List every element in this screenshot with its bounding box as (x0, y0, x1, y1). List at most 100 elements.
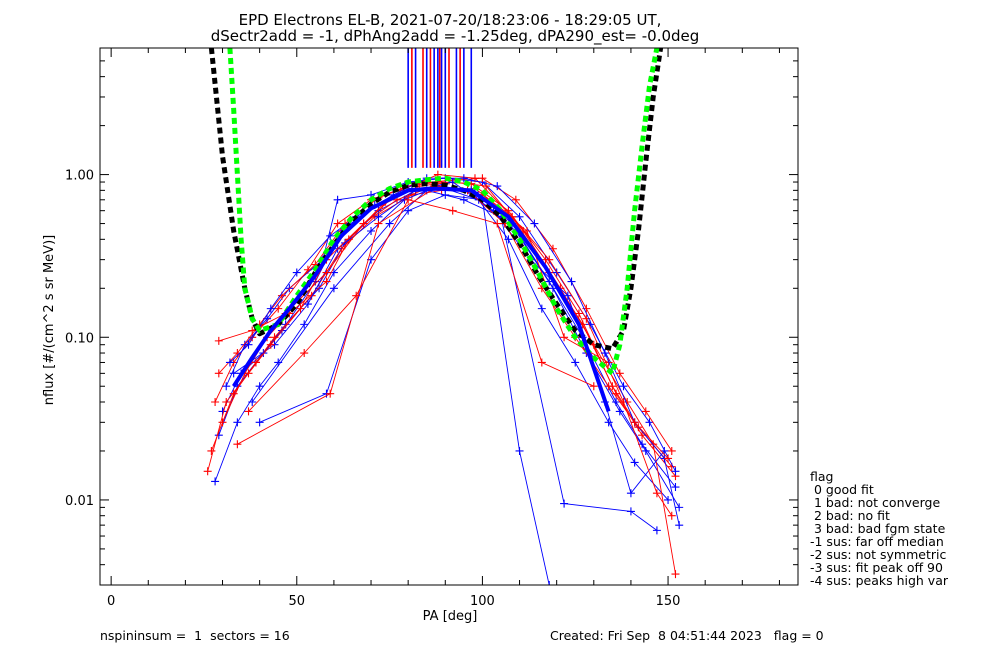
data-point (664, 495, 673, 504)
y-tick-label: 0.01 (65, 494, 94, 509)
data-point (211, 477, 220, 486)
data-point (552, 268, 561, 277)
fit-line (227, 48, 660, 376)
data-point (626, 489, 635, 498)
y-axis-label: nflux [#/(cm^2 s sr MeV)] (42, 235, 57, 405)
data-point (367, 227, 376, 236)
data-point (641, 446, 650, 455)
data-point (615, 369, 624, 378)
data-point (515, 212, 524, 221)
data-point (211, 397, 220, 406)
data-point (448, 206, 457, 215)
data-point (567, 277, 576, 286)
data-point (248, 326, 257, 335)
data-point (322, 277, 331, 286)
data-point (511, 195, 520, 204)
data-point (255, 382, 264, 391)
data-point (266, 304, 275, 313)
data-point (626, 507, 635, 516)
data-point (326, 231, 335, 240)
legend-item: -2 sus: not symmetric (810, 547, 946, 562)
data-point (630, 418, 639, 427)
data-point (671, 467, 680, 476)
x-tick-label: 0 (107, 594, 115, 609)
x-tick-label: 150 (656, 594, 681, 609)
data-point (459, 174, 468, 183)
y-tick-label: 0.10 (65, 331, 94, 346)
data-point (571, 358, 580, 367)
data-point (545, 581, 554, 585)
median-line (232, 186, 611, 413)
data-point (251, 358, 260, 367)
data-point (385, 219, 394, 228)
data-point (574, 309, 583, 318)
data-point (214, 369, 223, 378)
plot-frame (99, 47, 799, 586)
data-point (675, 503, 684, 512)
chart-title-line2: dSectr2add = -1, dPhAng2add = -1.25deg, … (211, 27, 700, 46)
data-point (248, 397, 257, 406)
x-tick-label: 50 (289, 594, 306, 609)
data-point (537, 304, 546, 313)
data-point (675, 521, 684, 530)
data-point (374, 212, 383, 221)
series-line (218, 185, 676, 488)
data-point (600, 349, 609, 358)
data-point (404, 195, 413, 204)
series-line (222, 181, 676, 575)
data-point (630, 458, 639, 467)
data-point (667, 446, 676, 455)
data-point (545, 255, 554, 264)
data-point (604, 382, 613, 391)
flag-legend: flag 0 good fit 1 bad: not converge 2 ba… (810, 469, 949, 588)
data-point (233, 418, 242, 427)
data-point (459, 195, 468, 204)
x-axis-label: PA [deg] (423, 609, 478, 624)
data-point (589, 382, 598, 391)
data-point (229, 389, 238, 398)
legend-item: -3 sus: fit peak off 90 (810, 560, 943, 575)
legend-item: 2 bad: no fit (810, 508, 890, 523)
legend-title: flag (810, 469, 833, 484)
series-line (225, 177, 676, 472)
data-point (225, 358, 234, 367)
data-point (652, 526, 661, 535)
series-line (214, 185, 669, 501)
data-point (374, 219, 383, 228)
data-point (641, 407, 650, 416)
fit-line (208, 48, 664, 352)
series-line (248, 199, 594, 412)
data-point (229, 369, 238, 378)
data-point (307, 291, 316, 300)
data-point (274, 304, 283, 313)
data-point (244, 340, 253, 349)
data-point (530, 219, 539, 228)
data-point (352, 291, 361, 300)
data-point (207, 446, 216, 455)
data-point (303, 300, 312, 309)
data-point (478, 174, 487, 183)
series-line (229, 177, 680, 526)
legend-item: 0 good fit (810, 482, 874, 497)
data-point (563, 291, 572, 300)
data-point (329, 284, 338, 293)
data-point (664, 454, 673, 463)
data-point (296, 304, 305, 313)
data-point (645, 418, 654, 427)
data-point (333, 219, 342, 228)
data-point (218, 418, 227, 427)
data-point (404, 206, 413, 215)
series-line (259, 194, 550, 585)
data-point (233, 440, 242, 449)
series-line (207, 185, 669, 472)
data-point (652, 489, 661, 498)
data-point (667, 511, 676, 520)
plot-area (203, 48, 684, 585)
data-point (266, 340, 275, 349)
data-point (671, 570, 680, 579)
data-point (560, 499, 569, 508)
data-point (604, 418, 613, 427)
legend-item: 3 bad: bad fgm state (810, 521, 946, 536)
data-point (333, 195, 342, 204)
